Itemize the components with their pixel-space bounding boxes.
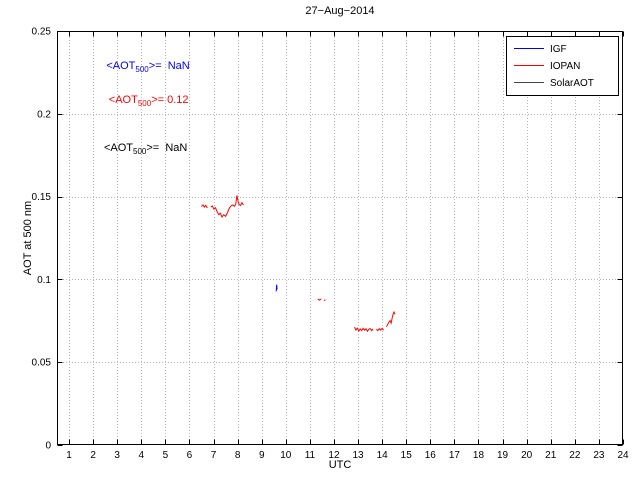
mean-aot-annotation-1: <AOT500>= 0.12 xyxy=(108,94,189,109)
axes-box xyxy=(57,31,623,445)
chart-title: 27−Aug−2014 xyxy=(305,5,375,17)
x-tick-label: 16 xyxy=(425,450,437,461)
x-tick-label: 6 xyxy=(187,450,193,461)
y-tick-label: 0.05 xyxy=(32,358,52,369)
mean-aot-annotation-2: <AOT500>= NaN xyxy=(103,141,188,156)
x-axis-label: UTC xyxy=(328,459,352,471)
series-igf xyxy=(275,284,278,292)
x-tick-label: 9 xyxy=(259,450,265,461)
series-iopan xyxy=(323,299,326,302)
mean-aot-annotation-0: <AOT500>= NaN xyxy=(106,59,190,74)
x-tick-label: 24 xyxy=(617,450,629,461)
series-iopan xyxy=(317,298,322,301)
series-iopan xyxy=(386,310,396,328)
y-tick-label: 0 xyxy=(45,441,51,452)
x-tick-label: 7 xyxy=(211,450,217,461)
x-tick-label: 21 xyxy=(545,450,557,461)
x-tick-label: 19 xyxy=(497,450,509,461)
series-iopan xyxy=(376,327,384,332)
y-tick-label: 0.25 xyxy=(32,27,52,38)
plot-area xyxy=(57,31,623,445)
x-tick-label: 5 xyxy=(163,450,169,461)
y-tick-label: 0.1 xyxy=(37,275,51,286)
series-iopan xyxy=(354,326,374,333)
x-tick-label: 15 xyxy=(401,450,413,461)
legend-label-iopan: IOPAN xyxy=(550,61,580,72)
x-tick-label: 4 xyxy=(139,450,145,461)
series-iopan xyxy=(201,204,208,209)
x-tick-label: 17 xyxy=(449,450,461,461)
x-tick-label: 2 xyxy=(90,450,96,461)
x-tick-label: 12 xyxy=(328,450,340,461)
x-tick-label: 3 xyxy=(114,450,120,461)
series-iopan xyxy=(210,195,244,218)
x-tick-label: 18 xyxy=(473,450,485,461)
y-tick-label: 0.15 xyxy=(32,192,52,203)
legend-label-igf: IGF xyxy=(550,44,567,55)
x-tick-label: 13 xyxy=(353,450,365,461)
x-tick-label: 8 xyxy=(235,450,241,461)
x-tick-label: 11 xyxy=(305,450,316,461)
y-tick-label: 0.2 xyxy=(37,109,51,120)
x-tick-label: 23 xyxy=(593,450,605,461)
legend-label-solaraot: SolarAOT xyxy=(550,78,594,89)
y-axis-label: AOT at 500 nm xyxy=(22,200,34,276)
x-tick-label: 10 xyxy=(280,450,292,461)
x-tick-label: 22 xyxy=(569,450,581,461)
x-tick-label: 14 xyxy=(377,450,389,461)
x-tick-label: 20 xyxy=(521,450,533,461)
x-tick-label: 1 xyxy=(66,450,72,461)
